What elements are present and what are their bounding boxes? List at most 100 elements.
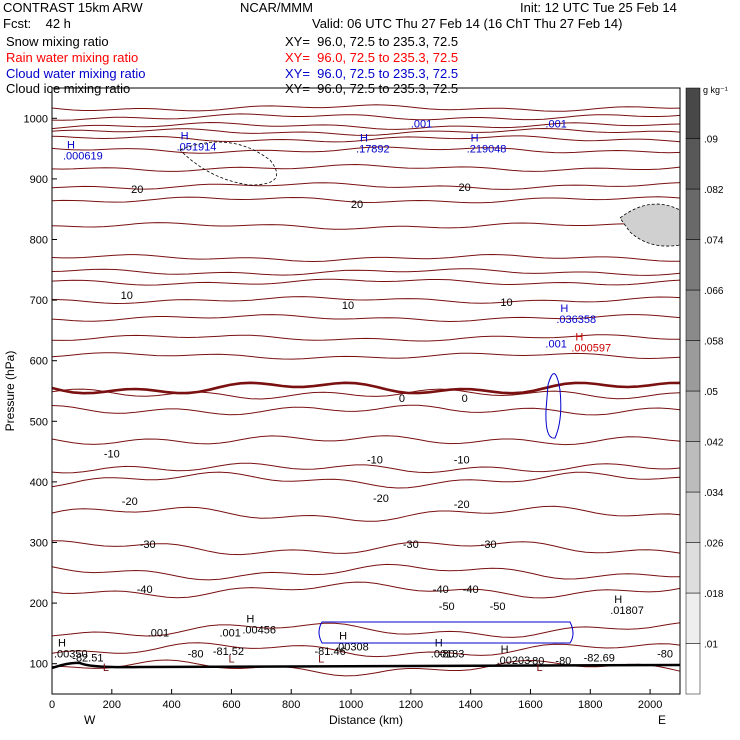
high-marker: H: [435, 638, 443, 650]
temperature-contour: [51, 352, 681, 360]
temperature-contour-label: -80: [657, 649, 673, 661]
temperature-contour-label: -10: [367, 455, 383, 467]
temperature-contour-label: -40: [463, 584, 479, 596]
y-tick-label: 700: [30, 295, 48, 307]
temperature-contour-label: -81.52: [213, 646, 244, 658]
temperature-contour: [51, 505, 681, 522]
x-tick-label: 400: [162, 699, 180, 711]
temperature-contour-label: -20: [454, 499, 470, 511]
extremum-value-label: .051914: [177, 142, 217, 154]
extremum-value-label: .00308: [335, 641, 369, 653]
mixing-ratio-contour-label: .001: [148, 627, 169, 639]
forecast-hour: Fcst: 42 h: [3, 16, 71, 31]
x-tick-label: 800: [282, 699, 300, 711]
field-name-rain: Rain water mixing ratio: [6, 50, 138, 65]
temperature-contour: [51, 278, 681, 286]
temperature-contour-label: -82.69: [584, 652, 615, 664]
field-xy-rain: XY= 96.0, 72.5 to 235.3, 72.5: [285, 50, 458, 65]
temperature-contour-label: -81.46: [315, 646, 346, 658]
valid-time: Valid: 06 UTC Thu 27 Feb 14 (16 ChT Thu …: [312, 16, 623, 31]
temperature-contour-label: -30: [140, 539, 156, 551]
temperature-contour-label: -80: [529, 655, 545, 667]
colorbar-tick-label: .034: [704, 488, 724, 499]
y-tick-label: 500: [30, 416, 48, 428]
field-name-snow: Snow mixing ratio: [6, 34, 109, 49]
temperature-contour: [51, 563, 680, 581]
x-tick-label: 200: [103, 699, 121, 711]
colorbar-cell: [685, 289, 701, 341]
temperature-contour: [51, 135, 681, 143]
extremum-value-label: .000597: [571, 343, 611, 355]
temperature-contour-label: 10: [342, 300, 354, 312]
model-title: CONTRAST 15km ARW: [3, 0, 143, 15]
temperature-contour-label: 0: [462, 393, 468, 405]
temperature-contour: [51, 121, 681, 130]
x-tick-label: 1800: [578, 699, 602, 711]
cloud-water-contour: [545, 373, 562, 439]
high-marker: H: [246, 613, 254, 625]
temperature-contour: [51, 182, 681, 190]
colorbar-tick-label: .018: [704, 589, 724, 600]
extremum-value-label: .000619: [63, 151, 103, 163]
y-tick-label: 600: [30, 356, 48, 368]
snow-mixing-ratio-shading: [619, 203, 681, 247]
colorbar-cell: [685, 188, 701, 240]
field-name-cloud-water: Cloud water mixing ratio: [6, 66, 145, 81]
temperature-contour-label: -10: [104, 449, 120, 461]
temperature-contour: [51, 196, 681, 204]
temperature-contour: [51, 268, 681, 276]
y-tick-label: 1000: [24, 113, 48, 125]
extremum-value-label: .00133: [431, 649, 465, 661]
colorbar-unit: g kg⁻¹: [703, 85, 728, 95]
y-tick-label: 300: [30, 538, 48, 550]
temperature-contour-label: 20: [351, 199, 363, 211]
temperature-contour-label: -40: [433, 584, 449, 596]
high-marker: H: [58, 638, 66, 650]
plot-frame: [51, 87, 681, 695]
temperature-contour: [51, 540, 681, 556]
x-tick-label: 2000: [638, 699, 662, 711]
colorbar-tick-label: .026: [704, 539, 724, 550]
temperature-contour: [51, 163, 681, 172]
temperature-contour-label: 10: [121, 290, 133, 302]
high-marker: H: [575, 332, 583, 344]
temperature-contour: [51, 334, 680, 342]
temperature-contour-label: -30: [481, 539, 497, 551]
init-time: Init: 12 UTC Tue 25 Feb 14: [520, 0, 677, 15]
colorbar-cell: [685, 390, 701, 442]
mixing-ratio-contour-label: .001: [219, 627, 240, 639]
colorbar-cell: [685, 592, 701, 644]
y-axis-title: Pressure (hPa): [3, 351, 17, 432]
temperature-contour-label: 20: [459, 182, 471, 194]
temperature-contour: [51, 581, 681, 599]
temperature-contour-label: 10: [500, 297, 512, 309]
temperature-contour-label: -20: [373, 493, 389, 505]
center-name: NCAR/MMM: [240, 0, 313, 15]
colorbar-cell: [685, 643, 701, 695]
colorbar-tick-label: .058: [704, 337, 724, 348]
colorbar-cell: [685, 441, 701, 493]
high-marker: H: [614, 594, 622, 606]
colorbar-tick-label: .05: [704, 387, 718, 398]
temperature-contour: [51, 471, 681, 489]
colorbar-tick-label: .01: [704, 640, 718, 651]
high-marker: H: [471, 132, 479, 144]
colorbar: .01 .018 .026 .034 .042 .05 .058 .066 .074 .082 .0…: [685, 87, 724, 695]
temperature-contour: [51, 435, 681, 446]
mixing-ratio-contour-label: .001: [545, 118, 566, 130]
temperature-contour: [51, 462, 681, 474]
colorbar-cell: [685, 542, 701, 594]
colorbar-tick-label: .074: [704, 236, 724, 247]
field-xy-snow: XY= 96.0, 72.5 to 235.3, 72.5: [285, 34, 458, 49]
x-axis-title: Distance (km): [329, 713, 403, 727]
low-marker: L: [318, 653, 324, 665]
temperature-contour: [51, 296, 681, 305]
temperature-contour: [51, 127, 681, 136]
low-marker: L: [228, 653, 234, 665]
low-marker: L: [536, 662, 542, 674]
extremum-value-label: .219048: [467, 143, 507, 155]
temperature-contour: [51, 642, 681, 658]
plot-area: -82.51 -80 -81.52 -81.46 -80 -80 -80 -82.69 -80 -…: [51, 104, 681, 677]
temperature-contour-label: -80: [439, 649, 455, 661]
